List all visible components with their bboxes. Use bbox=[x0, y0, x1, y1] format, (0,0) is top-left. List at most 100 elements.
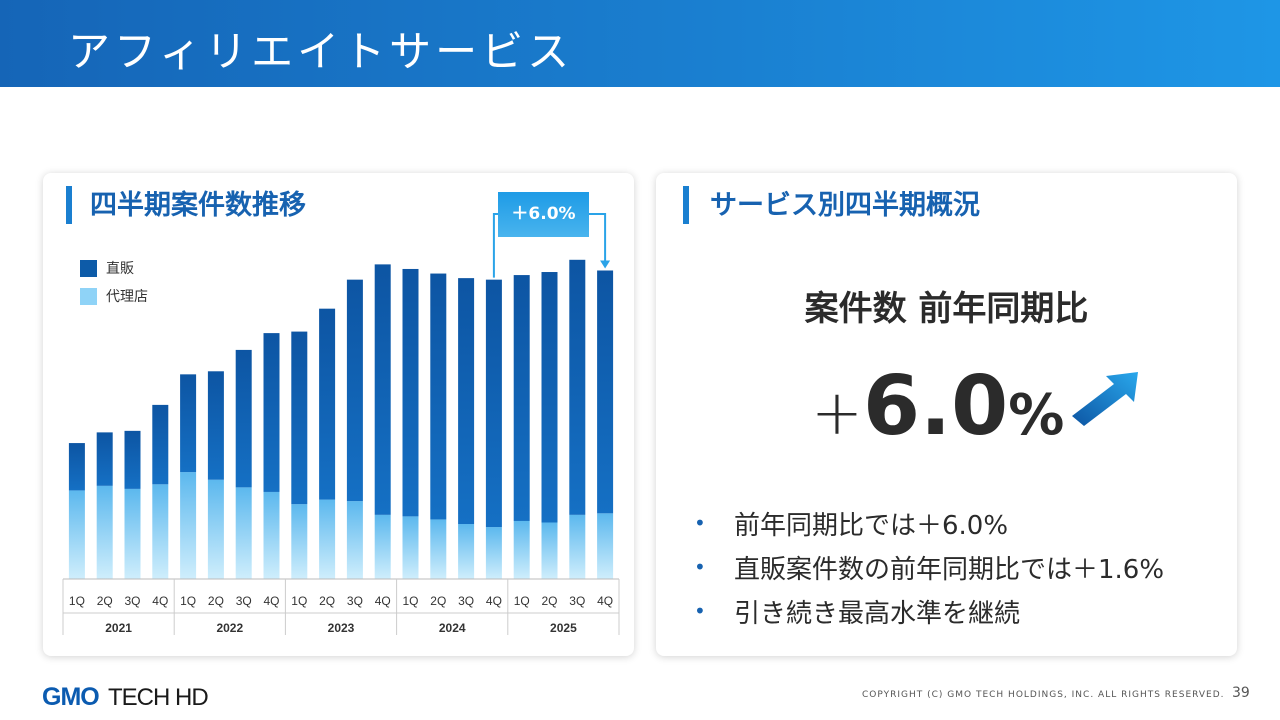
bar-agency bbox=[430, 519, 447, 579]
tick-label-quarter: 2Q bbox=[541, 594, 557, 608]
tick-label-quarter: 2Q bbox=[319, 594, 335, 608]
bar-agency bbox=[96, 485, 113, 579]
bar-direct bbox=[319, 308, 336, 500]
bar-direct bbox=[152, 404, 169, 485]
yoy-sign: + bbox=[811, 376, 863, 449]
svg-text:GMO: GMO bbox=[42, 683, 99, 709]
tick-label-quarter: 4Q bbox=[375, 594, 391, 608]
tick-label-quarter: 3Q bbox=[458, 594, 474, 608]
gmo-tech-hd-logo: GMO TECH HD bbox=[42, 683, 209, 709]
tick-label-quarter: 4Q bbox=[486, 594, 502, 608]
tick-label-quarter: 3Q bbox=[124, 594, 140, 608]
bullet-text: 直販案件数の前年同期比では＋1.6% bbox=[734, 554, 1165, 585]
tick-label-year: 2023 bbox=[328, 621, 355, 635]
tick-label-quarter: 1Q bbox=[180, 594, 196, 608]
bar-direct bbox=[513, 275, 530, 521]
bar-agency bbox=[291, 504, 308, 579]
tick-label-quarter: 3Q bbox=[236, 594, 252, 608]
bar-direct bbox=[374, 264, 391, 515]
tick-label-quarter: 2Q bbox=[97, 594, 113, 608]
tick-label-quarter: 4Q bbox=[152, 594, 168, 608]
bar-direct bbox=[569, 259, 586, 515]
legend-item-direct: 直販 bbox=[80, 254, 148, 282]
tick-label-quarter: 4Q bbox=[263, 594, 279, 608]
bar-agency bbox=[513, 520, 530, 579]
bar-agency bbox=[346, 501, 363, 579]
bullet-text: 前年同期比では＋6.0% bbox=[734, 510, 1009, 541]
yoy-label: 案件数 前年同期比 bbox=[804, 289, 1089, 329]
title-accent-bar bbox=[66, 186, 72, 224]
tick-label-year: 2024 bbox=[439, 621, 466, 635]
bar-agency bbox=[597, 513, 614, 579]
tick-label-quarter: 2Q bbox=[208, 594, 224, 608]
tick-label-year: 2021 bbox=[105, 621, 132, 635]
bullet-dot-icon: • bbox=[694, 555, 706, 579]
tick-label-quarter: 4Q bbox=[597, 594, 613, 608]
tick-label-quarter: 2Q bbox=[430, 594, 446, 608]
legend-swatch-direct bbox=[80, 259, 97, 277]
callout-arrowhead-icon bbox=[600, 260, 611, 269]
bullet-dot-icon: • bbox=[694, 599, 706, 623]
bar-direct bbox=[541, 272, 558, 523]
bar-direct bbox=[458, 278, 475, 525]
bar-direct bbox=[263, 333, 280, 492]
title-accent-bar bbox=[683, 186, 689, 224]
growth-callout: ＋6.0% bbox=[498, 192, 589, 237]
bar-agency bbox=[180, 472, 197, 579]
tick-label-quarter: 1Q bbox=[402, 594, 418, 608]
up-right-arrow-icon bbox=[1072, 372, 1138, 426]
service-overview-card: サービス別四半期概況 案件数 前年同期比 +6.0% • 前年同期比では＋6.0… bbox=[656, 173, 1237, 656]
quarterly-chart-card: 四半期案件数推移 1Q 2Q 3Q 4Q 1Q 2Q 3Q 4Q 1Q 2Q 3Q 4Q 1Q 2Q 3Q 4… bbox=[43, 173, 634, 656]
bar-direct bbox=[207, 371, 224, 480]
legend-swatch-agency bbox=[80, 287, 97, 305]
bar-direct bbox=[96, 432, 113, 486]
bar-agency bbox=[458, 524, 475, 579]
callout-line-left bbox=[492, 213, 498, 278]
bar-agency bbox=[569, 514, 586, 579]
yoy-value: +6.0% bbox=[811, 359, 1064, 454]
yoy-unit: % bbox=[1008, 383, 1065, 448]
tick-label-quarter: 1Q bbox=[291, 594, 307, 608]
bar-direct bbox=[180, 374, 197, 473]
bar-agency bbox=[541, 522, 558, 579]
bar-direct bbox=[235, 349, 252, 488]
yoy-number: 6.0 bbox=[862, 359, 1009, 454]
callout-line-right bbox=[589, 213, 607, 263]
bullet-dot-icon: • bbox=[694, 511, 706, 535]
bar-direct bbox=[485, 279, 502, 528]
tick-label-quarter: 3Q bbox=[569, 594, 585, 608]
bar-direct bbox=[291, 331, 308, 505]
bar-agency bbox=[263, 491, 280, 579]
bar-agency bbox=[319, 499, 336, 579]
svg-text:TECH HD: TECH HD bbox=[108, 684, 208, 709]
copyright-text: COPYRIGHT (C) GMO TECH HOLDINGS, INC. AL… bbox=[862, 690, 1225, 700]
tick-label-quarter: 1Q bbox=[69, 594, 85, 608]
list-item: • 直販案件数の前年同期比では＋1.6% bbox=[694, 545, 1164, 589]
bar-agency bbox=[485, 527, 502, 579]
bar-direct bbox=[124, 430, 141, 489]
tick-label-quarter: 3Q bbox=[347, 594, 363, 608]
bar-direct bbox=[346, 279, 363, 502]
legend-label-direct: 直販 bbox=[106, 261, 134, 277]
bar-agency bbox=[68, 490, 85, 579]
bar-agency bbox=[124, 488, 141, 579]
bar-agency bbox=[152, 484, 169, 579]
legend-label-agency: 代理店 bbox=[106, 289, 148, 305]
tick-label-quarter: 1Q bbox=[514, 594, 530, 608]
chart-legend: 直販 代理店 bbox=[80, 254, 148, 310]
page-number: 39 bbox=[1232, 685, 1250, 701]
legend-item-agency: 代理店 bbox=[80, 282, 148, 310]
bullet-list: • 前年同期比では＋6.0% • 直販案件数の前年同期比では＋1.6% • 引き… bbox=[694, 501, 1164, 633]
chart-card-title: 四半期案件数推移 bbox=[90, 190, 306, 221]
bar-direct bbox=[430, 273, 447, 520]
page-title: アフィリエイトサービス bbox=[68, 27, 574, 76]
bar-agency bbox=[402, 516, 419, 579]
overview-card-title: サービス別四半期概況 bbox=[710, 190, 980, 221]
header-banner: アフィリエイトサービス bbox=[0, 0, 1280, 87]
list-item: • 前年同期比では＋6.0% bbox=[694, 501, 1164, 545]
tick-label-year: 2025 bbox=[550, 621, 577, 635]
bar-direct bbox=[402, 268, 419, 517]
tick-label-year: 2022 bbox=[216, 621, 243, 635]
bar-direct bbox=[597, 270, 614, 514]
bar-agency bbox=[235, 487, 252, 579]
